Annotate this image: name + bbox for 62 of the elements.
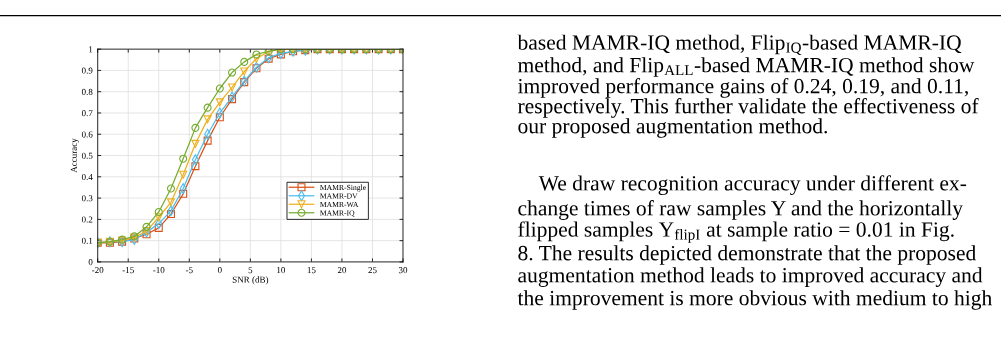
point xyxy=(191,162,200,171)
y-tick-label: 0.8 xyxy=(81,88,93,95)
y-tick-label: 0.2 xyxy=(81,216,93,223)
point xyxy=(215,84,224,93)
x-axis-title: SNR (dB) xyxy=(232,276,269,285)
point xyxy=(179,183,187,194)
y-tick-label: 0.7 xyxy=(81,110,93,117)
text: flipped samples Y$_{flipI}$ at sample ratio = 0.01 in Fig. xyxy=(518,221,954,243)
point xyxy=(203,103,212,112)
x-tick-label: 15 xyxy=(307,267,316,274)
x-tick-label: -20 xyxy=(92,267,104,274)
y-axis-title: Accuracy xyxy=(70,138,79,173)
y-tick-label: 0 xyxy=(88,259,93,266)
point xyxy=(203,115,212,124)
y-tick-label: 0.9 xyxy=(81,67,93,74)
text: the improvement is more obvious with medium to high xyxy=(517,290,992,310)
text: our proposed augmentation method. xyxy=(518,118,827,138)
point xyxy=(179,189,188,198)
point xyxy=(191,139,200,148)
x-tick-label: 25 xyxy=(368,267,377,274)
x-tick-label: 5 xyxy=(248,267,253,274)
text: augmentation method leads to improved accuracy and xyxy=(518,267,983,287)
y-tick-label: 0.6 xyxy=(81,131,93,138)
point xyxy=(166,198,175,207)
point xyxy=(154,207,163,216)
y-tick-label: 0.3 xyxy=(81,195,93,202)
text: based MAMR-IQ method, Flip$_{IQ}$-based MAMR-IQ xyxy=(517,34,962,55)
x-tick-label: -15 xyxy=(122,267,134,274)
point xyxy=(166,210,175,219)
x-tick-label: 20 xyxy=(337,267,347,274)
point xyxy=(166,184,175,193)
point xyxy=(154,223,163,232)
y-tick-label: 1 xyxy=(89,46,93,53)
point xyxy=(191,123,200,132)
point xyxy=(240,67,249,76)
text: 8. The results depicted demonstrate that the proposed xyxy=(518,245,976,265)
point xyxy=(240,57,249,66)
point xyxy=(154,213,163,222)
point xyxy=(179,154,188,163)
text: We draw recognition accuracy under different ex- xyxy=(538,175,967,196)
point xyxy=(203,136,212,145)
point xyxy=(228,68,237,77)
x-tick-label: 30 xyxy=(398,267,408,274)
point xyxy=(228,95,237,104)
text: improved performance gains of 0.24, 0.19, and 0.11, xyxy=(517,77,968,98)
y-tick-label: 0.4 xyxy=(81,173,93,181)
point xyxy=(179,170,188,179)
point xyxy=(215,98,224,107)
x-tick-label: 0 xyxy=(217,267,222,274)
text: change times of raw samples Y and the horizontally xyxy=(518,200,963,220)
x-tick-label: -10 xyxy=(153,267,165,274)
point xyxy=(215,113,224,122)
x-tick-label: 10 xyxy=(277,267,286,274)
x-tick-label: -5 xyxy=(185,267,193,274)
point xyxy=(252,54,261,63)
y-tick-label: 0.1 xyxy=(81,237,93,244)
point xyxy=(252,50,261,59)
y-tick-label: 0.5 xyxy=(81,152,93,159)
point xyxy=(142,222,151,231)
text: method, and Flip$_{ALL}$-based MAMR-IQ method show xyxy=(517,57,975,77)
point xyxy=(228,83,237,92)
text: respectively. This further validate the effectiveness of xyxy=(517,98,979,118)
